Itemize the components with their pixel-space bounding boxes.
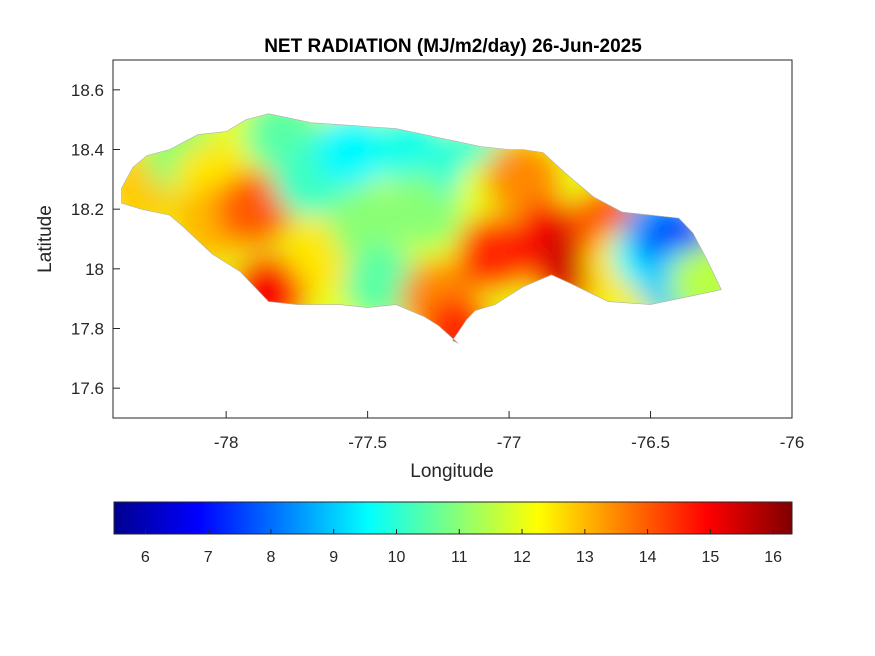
y-axis-label: Latitude [35, 205, 56, 273]
colorbar: 6 7 8 9 10 11 12 13 14 15 16 [113, 501, 793, 566]
colorbar-tick-label: 9 [329, 549, 338, 566]
y-tick-label: 17.6 [71, 379, 104, 398]
x-tick-label: -77.5 [348, 433, 387, 452]
y-tick-label: 18.4 [71, 141, 104, 160]
colorbar-tick-label: 13 [576, 549, 594, 566]
y-tick-label: 17.8 [71, 320, 104, 339]
colorbar-ticks: 6 7 8 9 10 11 12 13 14 15 16 [141, 529, 782, 566]
colorbar-tick-label: 8 [266, 549, 275, 566]
field-sample-4 [216, 171, 293, 248]
x-tick-label: -76.5 [631, 433, 670, 452]
colorbar-tick-label: 7 [204, 549, 213, 566]
colorbar-tick-label: 14 [639, 549, 657, 566]
x-axis-ticks: -78 -77.5 -77 -76.5 -76 [214, 411, 804, 452]
y-tick-label: 18.6 [71, 81, 104, 100]
field-sample-9 [315, 113, 392, 188]
y-tick-label: 18.2 [71, 200, 104, 219]
y-axis-ticks: 17.6 17.8 18 18.2 18.4 18.6 [71, 81, 120, 398]
land-outline [121, 113, 722, 344]
x-tick-label: -78 [214, 433, 239, 452]
colorbar-gradient [113, 501, 793, 535]
chart-title: NET RADIATION (MJ/m2/day) 26-Jun-2025 [264, 36, 642, 57]
x-axis-label: Longitude [410, 461, 493, 482]
colorbar-tick-label: 6 [141, 549, 150, 566]
y-tick-label: 18 [85, 260, 104, 279]
x-tick-label: -76 [780, 433, 805, 452]
colorbar-tick-label: 10 [388, 549, 406, 566]
field-sample-18 [485, 141, 562, 218]
plot-frame [112, 59, 793, 419]
colorbar-tick-label: 11 [451, 549, 468, 566]
colorbar-tick-label: 15 [701, 549, 719, 566]
x-tick-label: -77 [497, 433, 522, 452]
colorbar-tick-label: 16 [764, 549, 782, 566]
colorbar-tick-label: 12 [513, 549, 531, 566]
